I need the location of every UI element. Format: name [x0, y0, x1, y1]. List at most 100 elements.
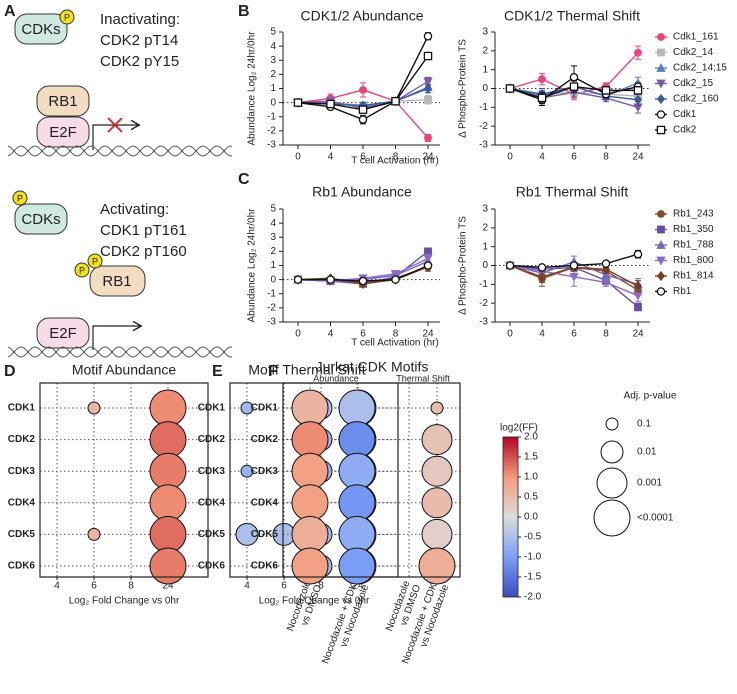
- point: [569, 272, 579, 282]
- colorbar-title: log2(FF): [500, 423, 538, 434]
- y-tick-label: 1: [482, 64, 488, 75]
- panel-label: B: [238, 3, 250, 20]
- x-tick-label: 8: [603, 152, 609, 163]
- legend-marker: [656, 79, 666, 89]
- bubble: [291, 515, 329, 553]
- x-tick-label: 24: [632, 152, 644, 163]
- chart-title: Jurkat CDK Motifs: [316, 359, 429, 375]
- point: [634, 94, 642, 105]
- chart-title: Rb1 Abundance: [312, 184, 412, 200]
- x-tick-label: 4: [328, 329, 334, 340]
- kinase-shape: [14, 13, 68, 45]
- legend-label: Rb1_243: [673, 209, 714, 220]
- y-tick-label: -1: [479, 279, 488, 290]
- y-tick-label: 2: [270, 246, 276, 257]
- x-tick-label: 6: [571, 152, 577, 163]
- panel-label: C: [238, 171, 250, 188]
- legend-label: Cdk2: [673, 125, 697, 136]
- legend-label: Cdk1_161: [673, 32, 719, 43]
- y-tick-label: -2: [479, 298, 488, 309]
- bubble: [291, 484, 329, 522]
- colorbar-tick-label: -0.5: [524, 532, 542, 543]
- point: [601, 278, 611, 288]
- series: [293, 51, 433, 114]
- x-tick-label: 4: [244, 581, 250, 592]
- group-label: Thermal Shift: [396, 373, 450, 383]
- legend-marker: [657, 270, 665, 282]
- point: [359, 86, 367, 94]
- row-label: CDK5: [8, 529, 36, 540]
- bubble: [149, 484, 187, 522]
- size-legend-label: <0.0001: [637, 513, 674, 524]
- bubble: [338, 389, 376, 427]
- legend-label: Rb1_800: [673, 255, 714, 266]
- point: [633, 86, 643, 95]
- inactivating-site: CDK2 pT14: [100, 32, 178, 49]
- point: [634, 303, 642, 311]
- point: [293, 98, 303, 107]
- x-tick-label: 6: [571, 329, 577, 340]
- chart-title: CDK1/2 Abundance: [301, 8, 424, 24]
- y-tick-label: -1: [267, 288, 276, 299]
- dna-strand: [7, 346, 232, 358]
- point: [634, 48, 642, 57]
- point: [358, 115, 368, 124]
- panel-label: F: [268, 363, 278, 380]
- activating-title: Activating:: [100, 201, 169, 218]
- legend-marker: [656, 256, 666, 266]
- colorbar-tick-label: -1.5: [524, 572, 542, 583]
- phospho-label: P: [79, 265, 85, 275]
- point: [505, 261, 515, 270]
- y-axis-label: Δ Phospho-Protein TS: [458, 216, 469, 315]
- point: [538, 271, 546, 282]
- point: [293, 275, 303, 284]
- row-label: CDK6: [251, 561, 279, 572]
- point: [424, 83, 432, 94]
- legend-label: Cdk1: [673, 109, 697, 120]
- y-tick-label: -3: [267, 317, 276, 328]
- x-axis-label: T cell Activation (hr): [351, 338, 439, 349]
- row-label: CDK5: [251, 529, 279, 540]
- bubble: [421, 424, 453, 456]
- legend-label: Rb1_814: [673, 271, 714, 282]
- y-tick-label: 2: [482, 222, 488, 233]
- chart-title: CDK1/2 Thermal Shift: [504, 8, 640, 24]
- legend-marker: [657, 225, 665, 234]
- legend-label: Cdk2_15: [673, 78, 713, 89]
- point: [424, 134, 432, 142]
- point: [326, 99, 335, 109]
- x-tick-label: 0: [295, 329, 301, 340]
- legend-marker: [656, 62, 666, 72]
- row-label: CDK6: [198, 561, 226, 572]
- row-label: CDK5: [198, 529, 226, 540]
- x-tick-label: 24: [162, 581, 174, 592]
- row-label: CDK3: [251, 466, 279, 477]
- bubble: [149, 515, 187, 553]
- colorbar-tick-label: 1.5: [524, 452, 538, 463]
- legend-marker: [656, 125, 666, 135]
- point: [391, 96, 400, 106]
- y-tick-label: 1: [270, 83, 276, 94]
- size-legend-circle: [605, 417, 619, 431]
- y-tick-label: 2: [270, 69, 276, 80]
- group-label: Abundance: [313, 373, 359, 383]
- bubble: [430, 401, 444, 415]
- point: [326, 275, 335, 284]
- transcription-arrow: [92, 326, 140, 350]
- colorbar-tick-label: 2.0: [524, 432, 538, 443]
- x-tick-label: 24: [422, 329, 434, 340]
- x-tick-label: 4: [54, 581, 60, 592]
- x-tick-label: 0: [507, 329, 513, 340]
- y-tick-label: 0: [270, 274, 276, 285]
- y-axis-label: Abundance Log₂ 24hr/0hr: [247, 208, 258, 323]
- diagram: CDKs P Inactivating: CDK2 pT14 CDK2 pY15…: [12, 9, 187, 350]
- bubble: [291, 421, 329, 459]
- bubble: [418, 547, 456, 585]
- row-label: CDK6: [8, 561, 36, 572]
- panel-label: E: [212, 363, 223, 380]
- panel-label: D: [4, 363, 16, 380]
- y-tick-label: -2: [267, 303, 276, 314]
- y-tick-label: 5: [270, 27, 276, 38]
- colorbar-tick-label: -1.0: [524, 552, 542, 563]
- point: [424, 95, 432, 104]
